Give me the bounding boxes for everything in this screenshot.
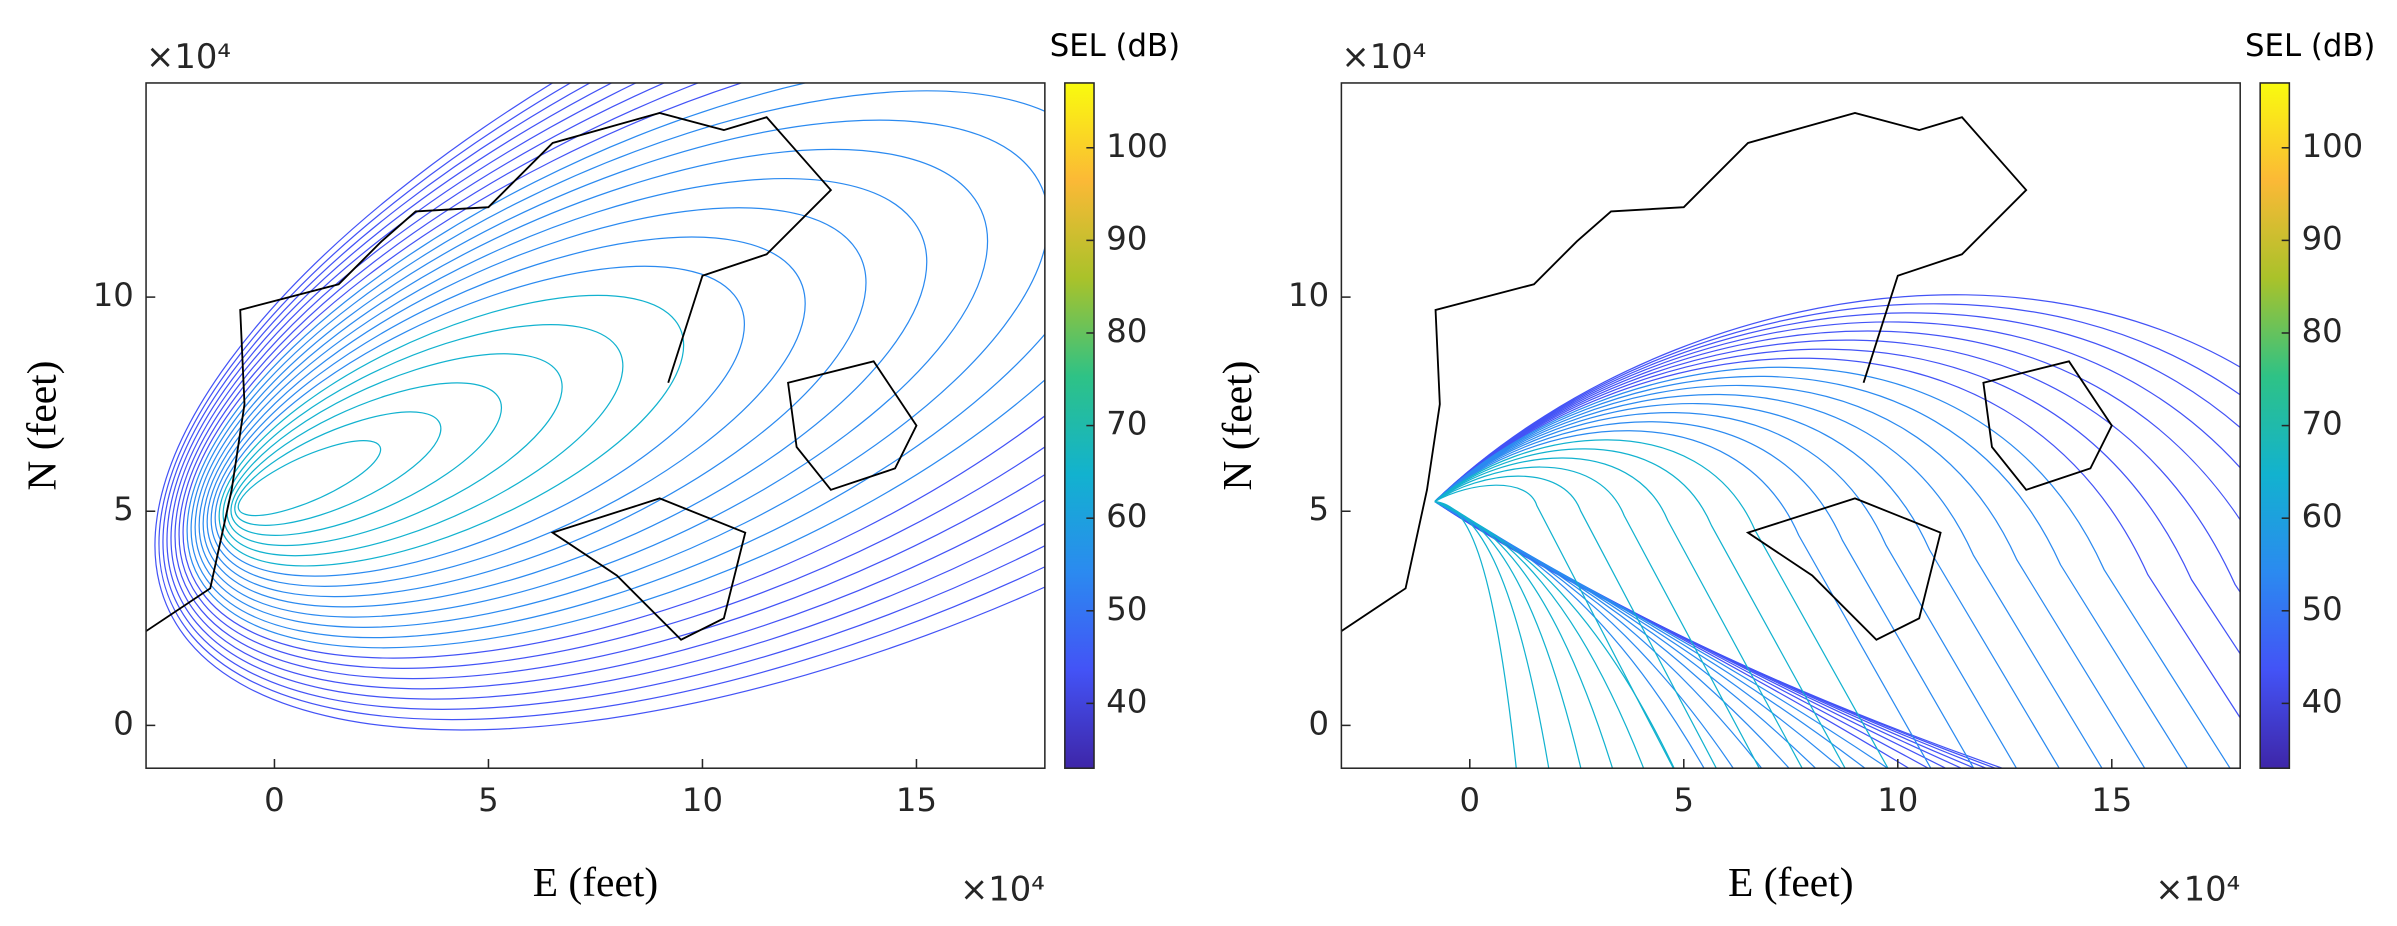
y-axis-label: N (feet) [1214, 361, 1261, 491]
colorbar-label: SEL (dB) [1050, 28, 1180, 64]
contour-line [1434, 312, 2241, 502]
x-offset-label: ×10⁴ [960, 870, 1045, 909]
contour-line [166, 82, 1045, 700]
contour-line [237, 440, 382, 517]
contour-line [218, 294, 685, 567]
contour-line [178, 82, 1045, 669]
x-tick-label: 0 [264, 781, 285, 819]
y-tick-label: 0 [113, 704, 134, 742]
coastline [1745, 497, 1942, 641]
x-tick-label: 10 [1877, 781, 1918, 819]
contour-line [1434, 403, 2060, 769]
contour-line [1434, 393, 2103, 769]
colorbar-tick-label: 100 [1106, 127, 1168, 165]
colorbar-tick-label: 80 [2302, 312, 2343, 350]
contour-line [222, 324, 624, 557]
contour-line [1434, 384, 2146, 769]
contour-line [1434, 448, 1846, 769]
contour-line [1434, 294, 2241, 502]
contour-line [1434, 348, 2241, 655]
coastline [1982, 360, 2113, 491]
y-tick-label: 5 [113, 490, 134, 528]
colorbar-tick-label: 60 [2302, 497, 2343, 535]
x-tick-label: 15 [896, 781, 937, 819]
contour-line [162, 82, 1045, 710]
y-axis-label: N (feet) [19, 361, 66, 491]
contour-line [206, 207, 867, 598]
contour-line [1434, 430, 1932, 769]
plot-area [146, 82, 1045, 731]
contour-line [1434, 500, 1517, 769]
contour-line [1434, 421, 1975, 769]
contour-line [154, 82, 1045, 731]
contour-line [1434, 484, 1675, 769]
colorbar-tick-label: 50 [2302, 590, 2343, 628]
contour-line [230, 382, 503, 536]
x-tick-label: 5 [478, 781, 499, 819]
contour-line [1434, 412, 2018, 769]
contour-line [198, 148, 989, 618]
contour-line [1434, 475, 1718, 769]
plot-area [1341, 111, 2241, 769]
contour-line [1434, 321, 2241, 502]
colorbar-tick-label: 90 [2302, 219, 2343, 257]
colorbar-tick-label: 100 [2302, 127, 2364, 165]
colorbar-tick-label: 70 [2302, 405, 2343, 443]
axes-box [145, 82, 1046, 769]
contour-line [186, 82, 1045, 649]
contour-line [226, 353, 563, 547]
y-tick-label: 0 [1309, 704, 1330, 742]
colorbar [1064, 82, 1095, 769]
y-tick-label: 10 [1288, 276, 1329, 314]
contour-line [1434, 357, 2241, 719]
y-tick-label: 5 [1309, 490, 1330, 528]
colorbar-tick-label: 60 [1106, 497, 1147, 535]
contour-line [1434, 457, 1803, 769]
contour-line [174, 82, 1045, 680]
contour-line [170, 82, 1045, 690]
x-tick-label: 15 [2091, 781, 2132, 819]
colorbar-tick-label: 40 [2302, 682, 2343, 720]
contour-line [202, 178, 928, 608]
contour-line [210, 236, 806, 587]
y-tick-label: 10 [93, 276, 134, 314]
contour-line [1434, 303, 2241, 502]
coastline [550, 497, 747, 641]
x-tick-label: 0 [1460, 781, 1481, 819]
contour-line [1434, 466, 1760, 769]
contour-line [1434, 375, 2189, 769]
contour-line [158, 82, 1045, 721]
x-tick-label: 5 [1674, 781, 1695, 819]
colorbar-tick-label: 70 [1106, 405, 1147, 443]
x-offset-label: ×10⁴ [2155, 870, 2240, 909]
axes-box [1340, 82, 2241, 769]
colorbar-tick-label: 90 [1106, 219, 1147, 257]
contour-line [194, 119, 1045, 628]
colorbar-label: SEL (dB) [2245, 28, 2375, 64]
contour-line [1434, 330, 2241, 522]
coastline [146, 111, 833, 632]
colorbar-tick-label: 50 [1106, 590, 1147, 628]
y-offset-label: ×10⁴ [1341, 37, 1426, 76]
contour-line [182, 82, 1045, 659]
contour-line [190, 90, 1045, 639]
contour-line [1434, 439, 1889, 769]
x-axis-label: E (feet) [1728, 859, 1853, 906]
contour-line [234, 411, 442, 526]
coastline [1341, 111, 2028, 632]
colorbar-tick-label: 40 [1106, 682, 1147, 720]
colorbar-tick-label: 80 [1106, 312, 1147, 350]
x-axis-label: E (feet) [533, 859, 658, 906]
contour-line [214, 265, 745, 577]
coastline [787, 360, 918, 491]
contour-line [1434, 339, 2241, 594]
x-tick-label: 10 [682, 781, 723, 819]
y-offset-label: ×10⁴ [146, 37, 231, 76]
